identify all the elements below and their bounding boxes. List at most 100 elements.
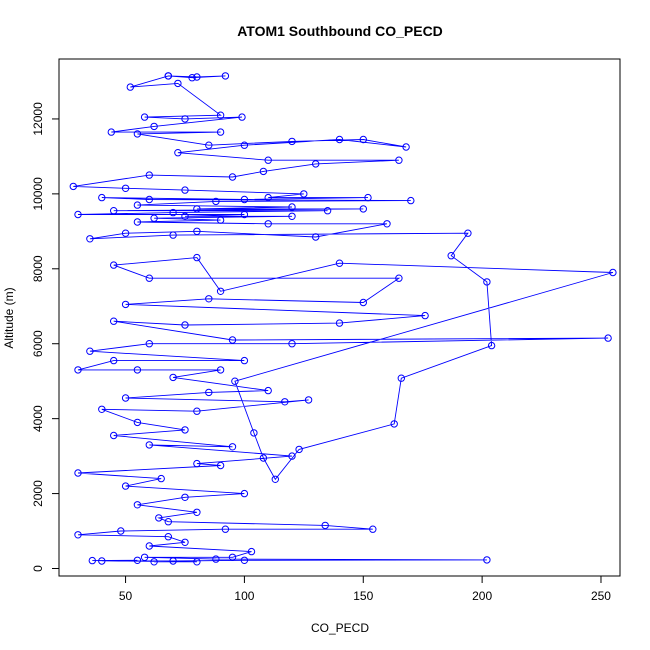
data-point <box>181 321 189 329</box>
data-point <box>150 558 158 566</box>
data-point <box>181 538 189 546</box>
data-point <box>169 373 177 382</box>
x-tick-label: 100 <box>234 589 254 603</box>
data-point <box>288 340 296 348</box>
data-point <box>88 556 97 565</box>
data-point <box>98 405 106 413</box>
x-tick-label: 250 <box>591 589 611 603</box>
data-point <box>264 386 272 395</box>
data-point <box>145 195 154 204</box>
data-point <box>407 196 415 205</box>
data-point <box>164 518 173 526</box>
data-point <box>216 216 225 224</box>
data-point <box>395 156 403 164</box>
data-point <box>369 525 377 533</box>
data-point <box>240 356 249 365</box>
data-point <box>193 205 201 213</box>
data-point <box>359 298 367 307</box>
data-point <box>359 205 367 213</box>
data-point <box>402 143 410 151</box>
data-point <box>110 261 118 269</box>
data-point <box>300 190 308 198</box>
data-point <box>133 366 142 374</box>
data-point <box>483 556 491 564</box>
data-point <box>140 113 149 121</box>
data-point <box>288 203 296 211</box>
y-tick-label: 4000 <box>31 405 45 432</box>
data-point <box>421 311 429 320</box>
data-point <box>164 72 173 80</box>
data-point <box>312 233 320 241</box>
series-layer <box>69 72 617 566</box>
data-point <box>133 556 142 564</box>
x-tick-label: 50 <box>119 589 133 603</box>
x-tick-label: 200 <box>472 589 492 603</box>
data-point <box>193 227 201 236</box>
data-point <box>335 259 344 267</box>
data-point <box>397 374 405 382</box>
data-point <box>447 252 455 260</box>
y-tick-label: 12000 <box>31 102 45 136</box>
data-point <box>216 111 225 119</box>
data-point <box>383 220 391 228</box>
data-point <box>133 501 142 509</box>
data-point <box>205 388 213 397</box>
data-point <box>133 130 142 138</box>
data-point <box>145 340 154 348</box>
data-point <box>145 171 154 179</box>
data-point <box>247 547 256 556</box>
data-point <box>259 167 268 176</box>
data-point <box>69 182 78 191</box>
data-point <box>288 212 296 221</box>
data-point <box>240 489 249 498</box>
data-point <box>395 274 403 282</box>
data-point <box>98 193 106 202</box>
data-point <box>86 347 94 355</box>
data-point <box>238 113 246 121</box>
data-point <box>174 79 182 88</box>
data-point <box>181 212 189 221</box>
data-point <box>169 208 177 217</box>
data-point <box>231 377 239 385</box>
data-point <box>212 555 220 563</box>
data-point <box>150 214 158 222</box>
data-point <box>221 72 230 80</box>
data-point <box>281 398 289 406</box>
data-point <box>181 186 189 194</box>
data-point <box>181 115 189 123</box>
data-point <box>145 274 154 282</box>
data-point <box>228 173 237 181</box>
data-point <box>271 475 279 483</box>
data-point <box>181 426 189 434</box>
data-point <box>110 431 118 440</box>
data-point <box>157 474 165 483</box>
data-point <box>216 287 225 295</box>
data-point <box>604 334 612 342</box>
data-point <box>264 156 272 164</box>
data-point <box>288 137 296 146</box>
data-point <box>228 336 237 344</box>
data-point <box>133 201 142 209</box>
data-point <box>359 135 367 144</box>
y-tick-label: 8000 <box>31 255 45 282</box>
data-point <box>188 74 196 82</box>
data-point <box>74 469 82 477</box>
series-line <box>73 75 614 563</box>
data-point <box>86 235 94 243</box>
data-point <box>487 341 496 350</box>
data-point <box>145 441 154 449</box>
data-point <box>169 231 177 239</box>
data-point <box>121 482 130 490</box>
data-point <box>193 73 201 81</box>
data-point <box>240 210 249 219</box>
data-point <box>240 195 249 204</box>
data-point <box>212 197 220 206</box>
data-point <box>205 295 213 303</box>
data-point <box>121 229 130 237</box>
x-axis-label: CO_PECD <box>311 621 369 635</box>
data-point <box>221 525 230 533</box>
data-point <box>390 420 398 428</box>
data-point <box>205 141 213 149</box>
data-point <box>240 556 249 564</box>
